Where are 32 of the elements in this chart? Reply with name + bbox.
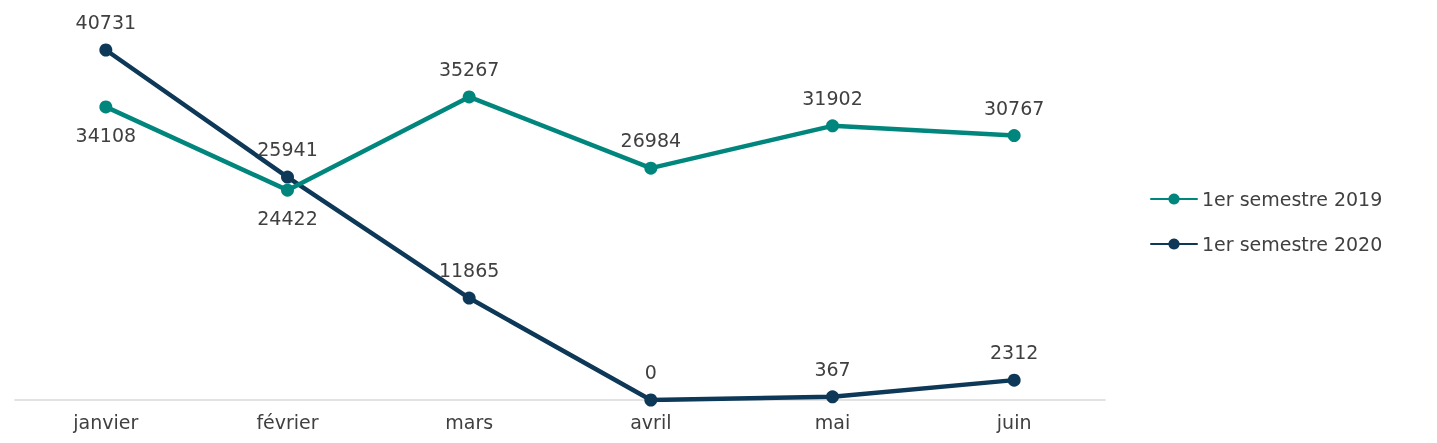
point xyxy=(99,100,113,114)
data-label: 367 xyxy=(814,357,851,380)
point xyxy=(462,90,476,104)
x-tick-label: mai xyxy=(814,410,851,433)
data-label: 30767 xyxy=(983,96,1045,119)
x-tick-label: janvier xyxy=(72,410,139,433)
legend-label: 1er semestre 2020 xyxy=(1202,233,1383,255)
data-label: 24422 xyxy=(257,207,318,230)
data-label: 0 xyxy=(644,361,657,383)
data-label: 2312 xyxy=(989,341,1039,364)
point xyxy=(826,119,839,133)
point xyxy=(1007,373,1021,387)
data-label: 34108 xyxy=(75,123,137,146)
x-tick-label: mars xyxy=(445,410,494,433)
x-tick-label: juin xyxy=(995,410,1032,433)
data-label: 26984 xyxy=(620,129,682,152)
point xyxy=(281,183,294,197)
point xyxy=(826,390,839,404)
data-label: 31902 xyxy=(802,86,863,109)
data-label: 25941 xyxy=(257,138,318,161)
x-tick-label: février xyxy=(256,410,319,433)
legend-label: 1er semestre 2019 xyxy=(1202,188,1383,210)
point xyxy=(99,43,113,57)
point xyxy=(644,161,658,175)
point xyxy=(281,170,294,184)
x-tick-label: avril xyxy=(630,410,672,433)
point xyxy=(462,291,476,305)
point xyxy=(1007,129,1021,143)
data-label: 11865 xyxy=(438,259,500,282)
data-label: 40731 xyxy=(75,11,137,33)
point xyxy=(644,393,658,407)
data-label: 35267 xyxy=(438,57,500,80)
